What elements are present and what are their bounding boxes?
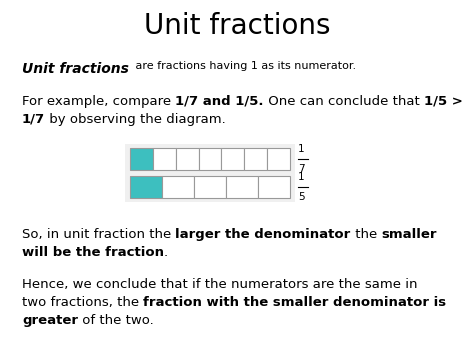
Bar (221, 148, 244, 170)
Bar (130, 176, 162, 198)
Text: 1: 1 (298, 172, 305, 182)
Bar (267, 148, 290, 170)
Text: will be the fraction: will be the fraction (22, 246, 164, 259)
Text: Hence, we conclude that if the numerators are the same in: Hence, we conclude that if the numerator… (22, 278, 418, 291)
Text: larger the denominator: larger the denominator (175, 228, 351, 241)
Text: two fractions, the: two fractions, the (22, 296, 143, 309)
Bar (258, 176, 290, 198)
Text: For example, compare: For example, compare (22, 95, 175, 108)
Text: Unit fractions: Unit fractions (22, 62, 129, 76)
Bar (153, 148, 176, 170)
Text: 1/5 >: 1/5 > (424, 95, 463, 108)
Text: 7: 7 (298, 164, 305, 174)
Bar (176, 148, 199, 170)
Bar (226, 176, 258, 198)
Text: 1: 1 (298, 144, 305, 154)
Bar (199, 148, 221, 170)
Text: by observing the diagram.: by observing the diagram. (45, 113, 226, 126)
Bar (194, 176, 226, 198)
Bar (244, 148, 267, 170)
Bar (130, 148, 153, 170)
Bar (162, 176, 194, 198)
Text: the: the (351, 228, 381, 241)
Text: are fractions having 1 as its numerator.: are fractions having 1 as its numerator. (132, 61, 356, 71)
Text: 1/7 and 1/5.: 1/7 and 1/5. (175, 95, 264, 108)
Text: One can conclude that: One can conclude that (264, 95, 424, 108)
Text: smaller: smaller (381, 228, 437, 241)
Text: 5: 5 (298, 192, 305, 202)
Text: So, in unit fraction the: So, in unit fraction the (22, 228, 175, 241)
Text: Unit fractions: Unit fractions (144, 12, 330, 40)
Text: greater: greater (22, 314, 78, 327)
Text: 1/7: 1/7 (22, 113, 45, 126)
Text: .: . (164, 246, 168, 259)
Bar (125, 144, 295, 202)
Text: fraction with the smaller denominator is: fraction with the smaller denominator is (143, 296, 447, 309)
Text: of the two.: of the two. (78, 314, 154, 327)
